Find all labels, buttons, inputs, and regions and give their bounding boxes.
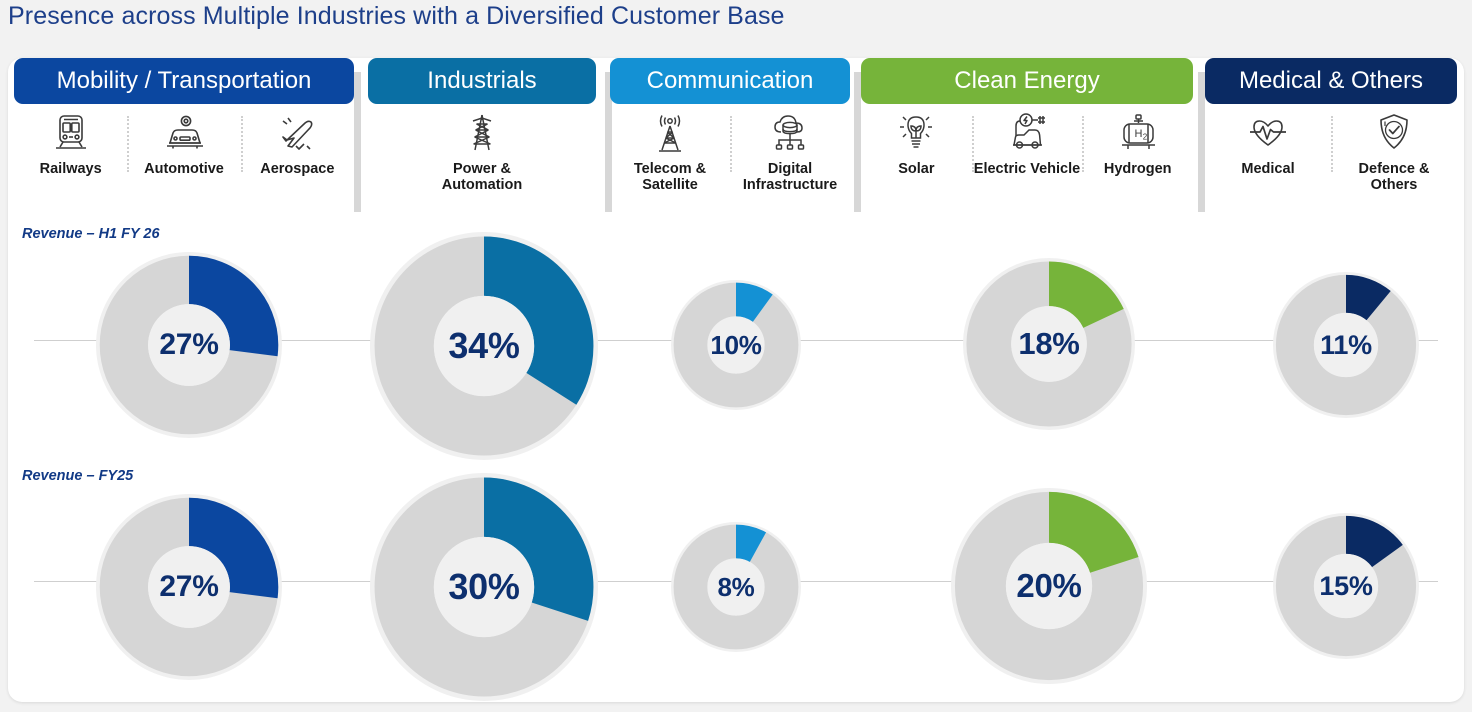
sector-industrials-bar[interactable]: Industrials [368,58,596,104]
content-card: Mobility / Transportation [8,58,1464,702]
row-label-h1fy26: Revenue – H1 FY 26 [22,226,160,242]
sub-solar[interactable]: Solar [861,112,972,177]
donut-h1fy26-industrials[interactable]: 34% [370,232,598,460]
airplane-icon [274,112,320,156]
donut-value: 10% [710,329,762,360]
sub-aerospace-label: Aerospace [260,161,335,177]
donut-value: 27% [159,328,219,361]
donut-ring [99,497,279,677]
sector-separator-1 [354,72,361,212]
sub-power-automation[interactable]: Power & Automation [368,112,596,193]
power-pylon-icon [462,112,502,156]
sub-defence-others-label: Defence & Others [1358,161,1430,194]
donut-fy25-communication[interactable]: 8% [671,522,801,652]
row-label-fy25: Revenue – FY25 [22,468,134,484]
donut-h1fy26-clean-energy[interactable]: 18% [963,258,1135,430]
sub-electric-vehicle[interactable]: Electric Vehicle [971,112,1083,177]
sector-industrials-subs: Power & Automation [368,112,596,193]
sub-defence-others[interactable]: Defence & Others [1331,112,1457,193]
sub-aerospace[interactable]: Aerospace [240,112,354,177]
sub-hydrogen[interactable]: H 2 Hydrogen [1082,112,1193,177]
sub-digital-infrastructure[interactable]: Digital Infrastructure [730,112,850,193]
ev-charging-icon [1002,112,1052,156]
donut-ring [374,236,594,456]
sector-medical-subs: Medical Defence & Others [1205,112,1457,193]
donut-fy25-industrials[interactable]: 30% [370,473,598,701]
sector-communication[interactable]: Communication [610,58,850,214]
donut-h1fy26-mobility[interactable]: 27% [96,252,282,438]
sector-mobility-subs: Railways [14,112,354,177]
sector-separator-2 [605,72,612,212]
sector-mobility-bar[interactable]: Mobility / Transportation [14,58,354,104]
donut-ring [673,282,799,408]
donut-ring [99,255,279,435]
sector-clean-energy-bar[interactable]: Clean Energy [861,58,1193,104]
svg-text:H: H [1134,128,1142,140]
donut-fy25-mobility[interactable]: 27% [96,494,282,680]
sector-industrials-label: Industrials [427,67,537,94]
sector-medical[interactable]: Medical & Others Medical [1205,58,1457,214]
sub-railways[interactable]: Railways [14,112,127,177]
sector-mobility-label: Mobility / Transportation [56,67,312,94]
sub-telecom-satellite-label: Telecom & Satellite [633,161,707,194]
donut-fy25-clean-energy[interactable]: 20% [951,488,1147,684]
sector-clean-energy-label: Clean Energy [954,67,1100,94]
donut-value: 34% [448,325,520,366]
donut-value: 8% [717,571,755,602]
donut-ring [966,261,1132,427]
train-icon [51,112,91,156]
sector-separator-3 [854,72,861,212]
sector-industrials[interactable]: Industrials Power & Automation [368,58,596,214]
donut-value: 15% [1319,570,1373,601]
donut-value: 27% [159,570,219,603]
sector-communication-subs: Telecom & Satellite [610,112,850,193]
sub-power-automation-label: Power & Automation [441,161,523,194]
antenna-tower-icon [649,112,691,156]
sub-electric-vehicle-label: Electric Vehicle [973,161,1081,177]
cloud-server-icon [767,112,813,156]
donut-ring [1275,515,1417,657]
sub-medical[interactable]: Medical [1205,112,1331,177]
sub-digital-infrastructure-label: Digital Infrastructure [742,161,838,194]
page-title: Presence across Multiple Industries with… [8,2,785,30]
donut-ring [673,524,799,650]
shield-check-icon [1373,112,1415,156]
donut-ring [374,477,594,697]
sector-mobility[interactable]: Mobility / Transportation [14,58,354,214]
car-gear-icon [161,112,207,156]
sub-hydrogen-label: Hydrogen [1103,161,1172,177]
hydrogen-tank-icon: H 2 [1116,112,1160,156]
sector-communication-label: Communication [646,67,814,94]
sector-header-strip: Mobility / Transportation [8,58,1464,214]
donut-value: 18% [1018,326,1080,361]
sub-automotive-label: Automotive [144,161,224,177]
donut-value: 30% [448,566,520,607]
lightbulb-leaf-icon [895,112,937,156]
sector-medical-label: Medical & Others [1238,67,1424,94]
sector-communication-bar[interactable]: Communication [610,58,850,104]
sector-clean-energy-subs: Solar [861,112,1193,177]
donut-h1fy26-medical[interactable]: 11% [1273,272,1419,418]
donut-ring [954,491,1144,681]
sector-separator-4 [1198,72,1205,212]
donut-h1fy26-communication[interactable]: 10% [671,280,801,410]
sub-railways-label: Railways [39,161,102,177]
sub-telecom-satellite[interactable]: Telecom & Satellite [610,112,730,193]
svg-text:2: 2 [1142,133,1147,142]
sub-automotive[interactable]: Automotive [127,112,240,177]
sub-medical-label: Medical [1241,161,1295,177]
sector-clean-energy[interactable]: Clean Energy Solar [861,58,1193,214]
heart-pulse-icon [1243,112,1293,156]
donut-value: 20% [1016,567,1082,604]
donut-fy25-medical[interactable]: 15% [1273,513,1419,659]
donut-ring [1275,274,1417,416]
donut-value: 11% [1320,329,1372,360]
sector-medical-bar[interactable]: Medical & Others [1205,58,1457,104]
sub-solar-label: Solar [898,161,935,177]
